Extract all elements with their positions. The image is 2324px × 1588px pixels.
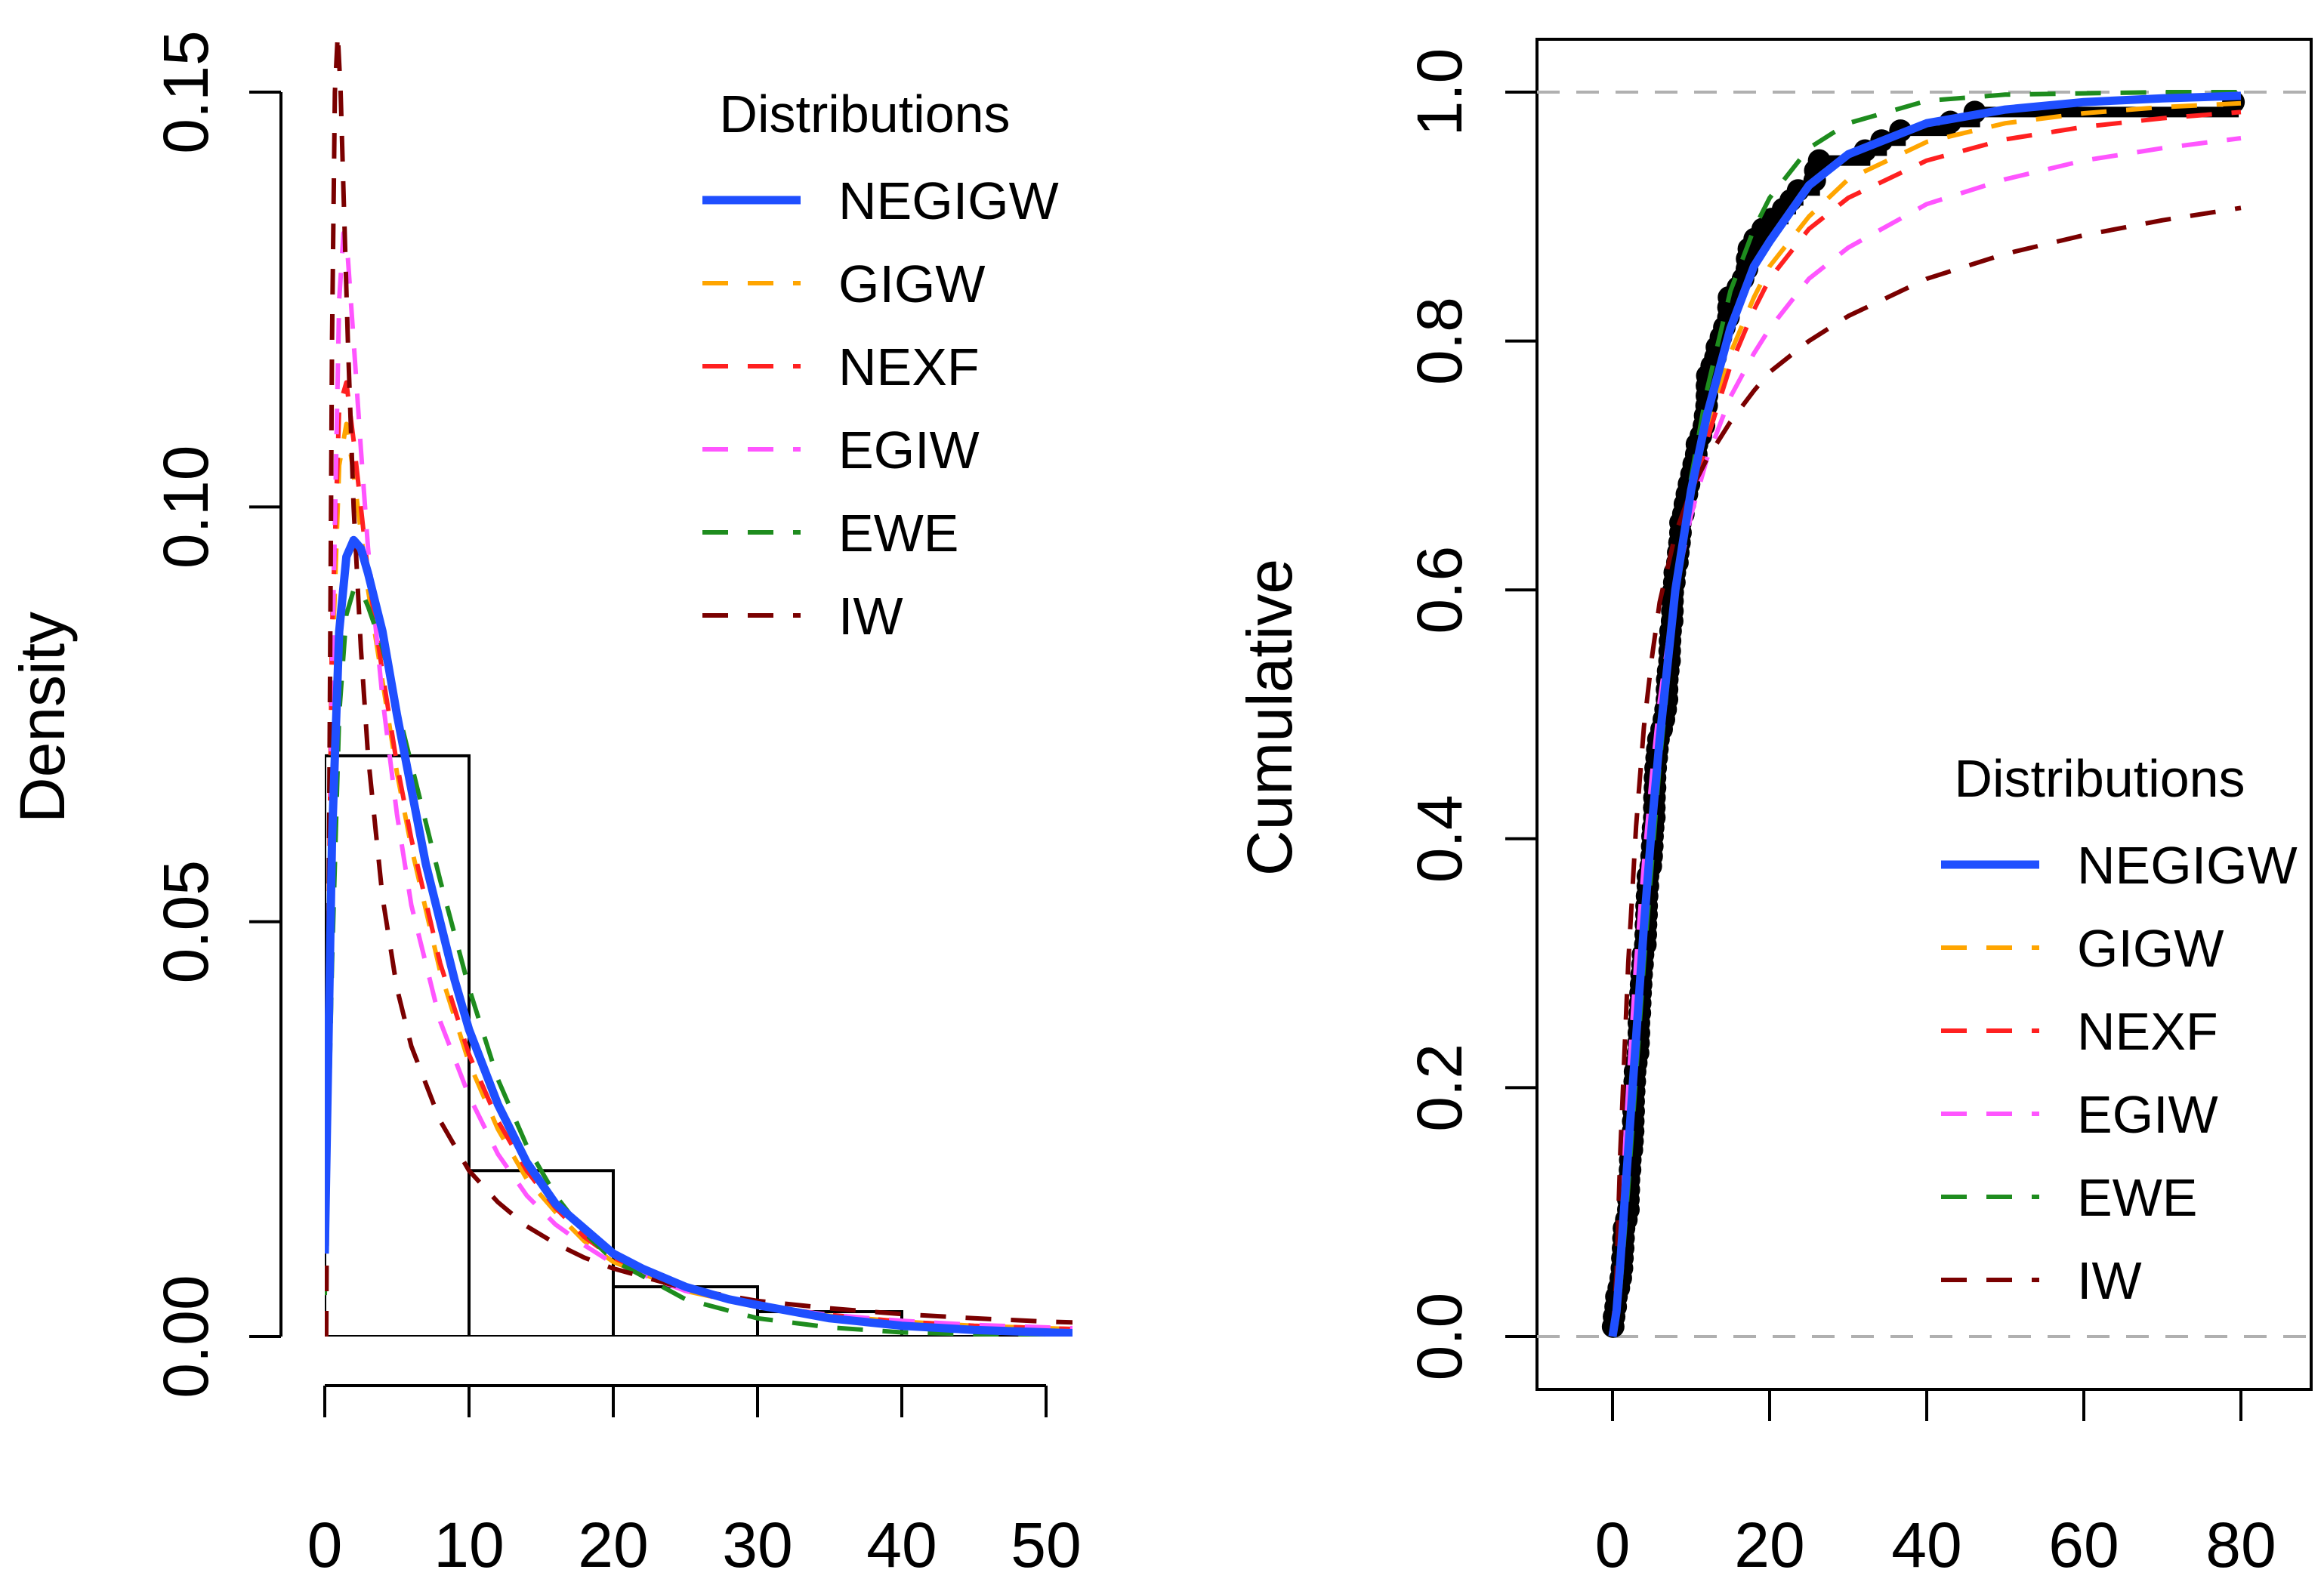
legend-label: GIGW [2077, 919, 2224, 978]
x-tick-label: 40 [1891, 1509, 1961, 1580]
legend-label: NEXF [838, 338, 980, 396]
series-line-gigw [1610, 100, 2242, 1337]
x-tick-label: 0 [1595, 1509, 1631, 1580]
plot-area [325, 32, 1072, 1337]
y-tick-label: 0.15 [150, 30, 221, 154]
legend-label: IW [2077, 1251, 2142, 1310]
x-tick-label: 30 [722, 1509, 792, 1580]
y-tick-label: 0.4 [1404, 794, 1475, 883]
plot-frame [1535, 38, 2313, 1391]
series-line-negigw [325, 535, 1072, 1337]
legend-label: GIGW [838, 254, 985, 313]
x-tick-label: 20 [578, 1509, 648, 1580]
legend-title: Distributions [719, 85, 1010, 143]
ecdf-point [1807, 149, 1831, 172]
series-line-iw [325, 32, 1072, 1337]
x-tick-label: 10 [434, 1509, 504, 1580]
y-tick-label: 0.2 [1404, 1044, 1475, 1132]
legend-label: IW [838, 587, 903, 646]
legend-label: EGIW [2077, 1085, 2218, 1144]
series-line-egiw [1610, 136, 2242, 1337]
legend-label: NEGIGW [838, 171, 1059, 230]
x-tick-label: 60 [2048, 1509, 2119, 1580]
series-line-nexf [325, 380, 1072, 1332]
series-line-nexf [1610, 109, 2242, 1337]
y-axis-title: Cumulative [1234, 559, 1305, 876]
legend-label: NEGIGW [2077, 836, 2298, 895]
y-tick-label: 0.05 [150, 860, 221, 984]
x-tick-label: 40 [866, 1509, 937, 1580]
series-line-negigw [1608, 91, 2242, 1337]
legend-title: Distributions [1954, 749, 2245, 808]
ecdf-step [1607, 97, 2241, 1337]
legend: Distributions NEGIGW GIGW NEXF EGIW EWE IW [702, 85, 1059, 646]
y-tick-label: 0.00 [150, 1275, 221, 1398]
y-tick-label: 0.0 [1404, 1293, 1475, 1381]
y-tick-label: 0.6 [1404, 546, 1475, 634]
series-line-egiw [325, 230, 1072, 1331]
y-tick-label: 0.10 [150, 446, 221, 569]
y-tick-label: 1.0 [1404, 48, 1475, 137]
legend: Distributions NEGIGW GIGW NEXF EGIW EWE IW [1941, 749, 2298, 1310]
legend-label: EWE [2077, 1168, 2197, 1227]
legend-label: EGIW [838, 421, 980, 479]
histogram-bar [612, 1285, 759, 1337]
x-tick-label: 50 [1011, 1509, 1081, 1580]
x-tick-label: 20 [1734, 1509, 1804, 1580]
density-panel: 0.00 0.05 0.10 0.15 0 10 20 30 40 50 Density Distri… [7, 30, 1082, 1580]
legend-label: NEXF [2077, 1002, 2218, 1061]
plot-area [1537, 90, 2311, 1338]
series-line-iw [1610, 205, 2242, 1337]
cdf-panel: 0.0 0.2 0.4 0.6 0.8 1.0 0 20 40 60 80 Cumulative Dis… [1234, 38, 2313, 1580]
y-axis-title: Density [7, 612, 78, 823]
x-tick-label: 80 [2205, 1509, 2276, 1580]
histogram-bar [325, 754, 471, 1337]
y-tick-label: 0.8 [1404, 297, 1475, 385]
legend-label: EWE [838, 504, 958, 563]
x-tick-label: 0 [307, 1509, 343, 1580]
